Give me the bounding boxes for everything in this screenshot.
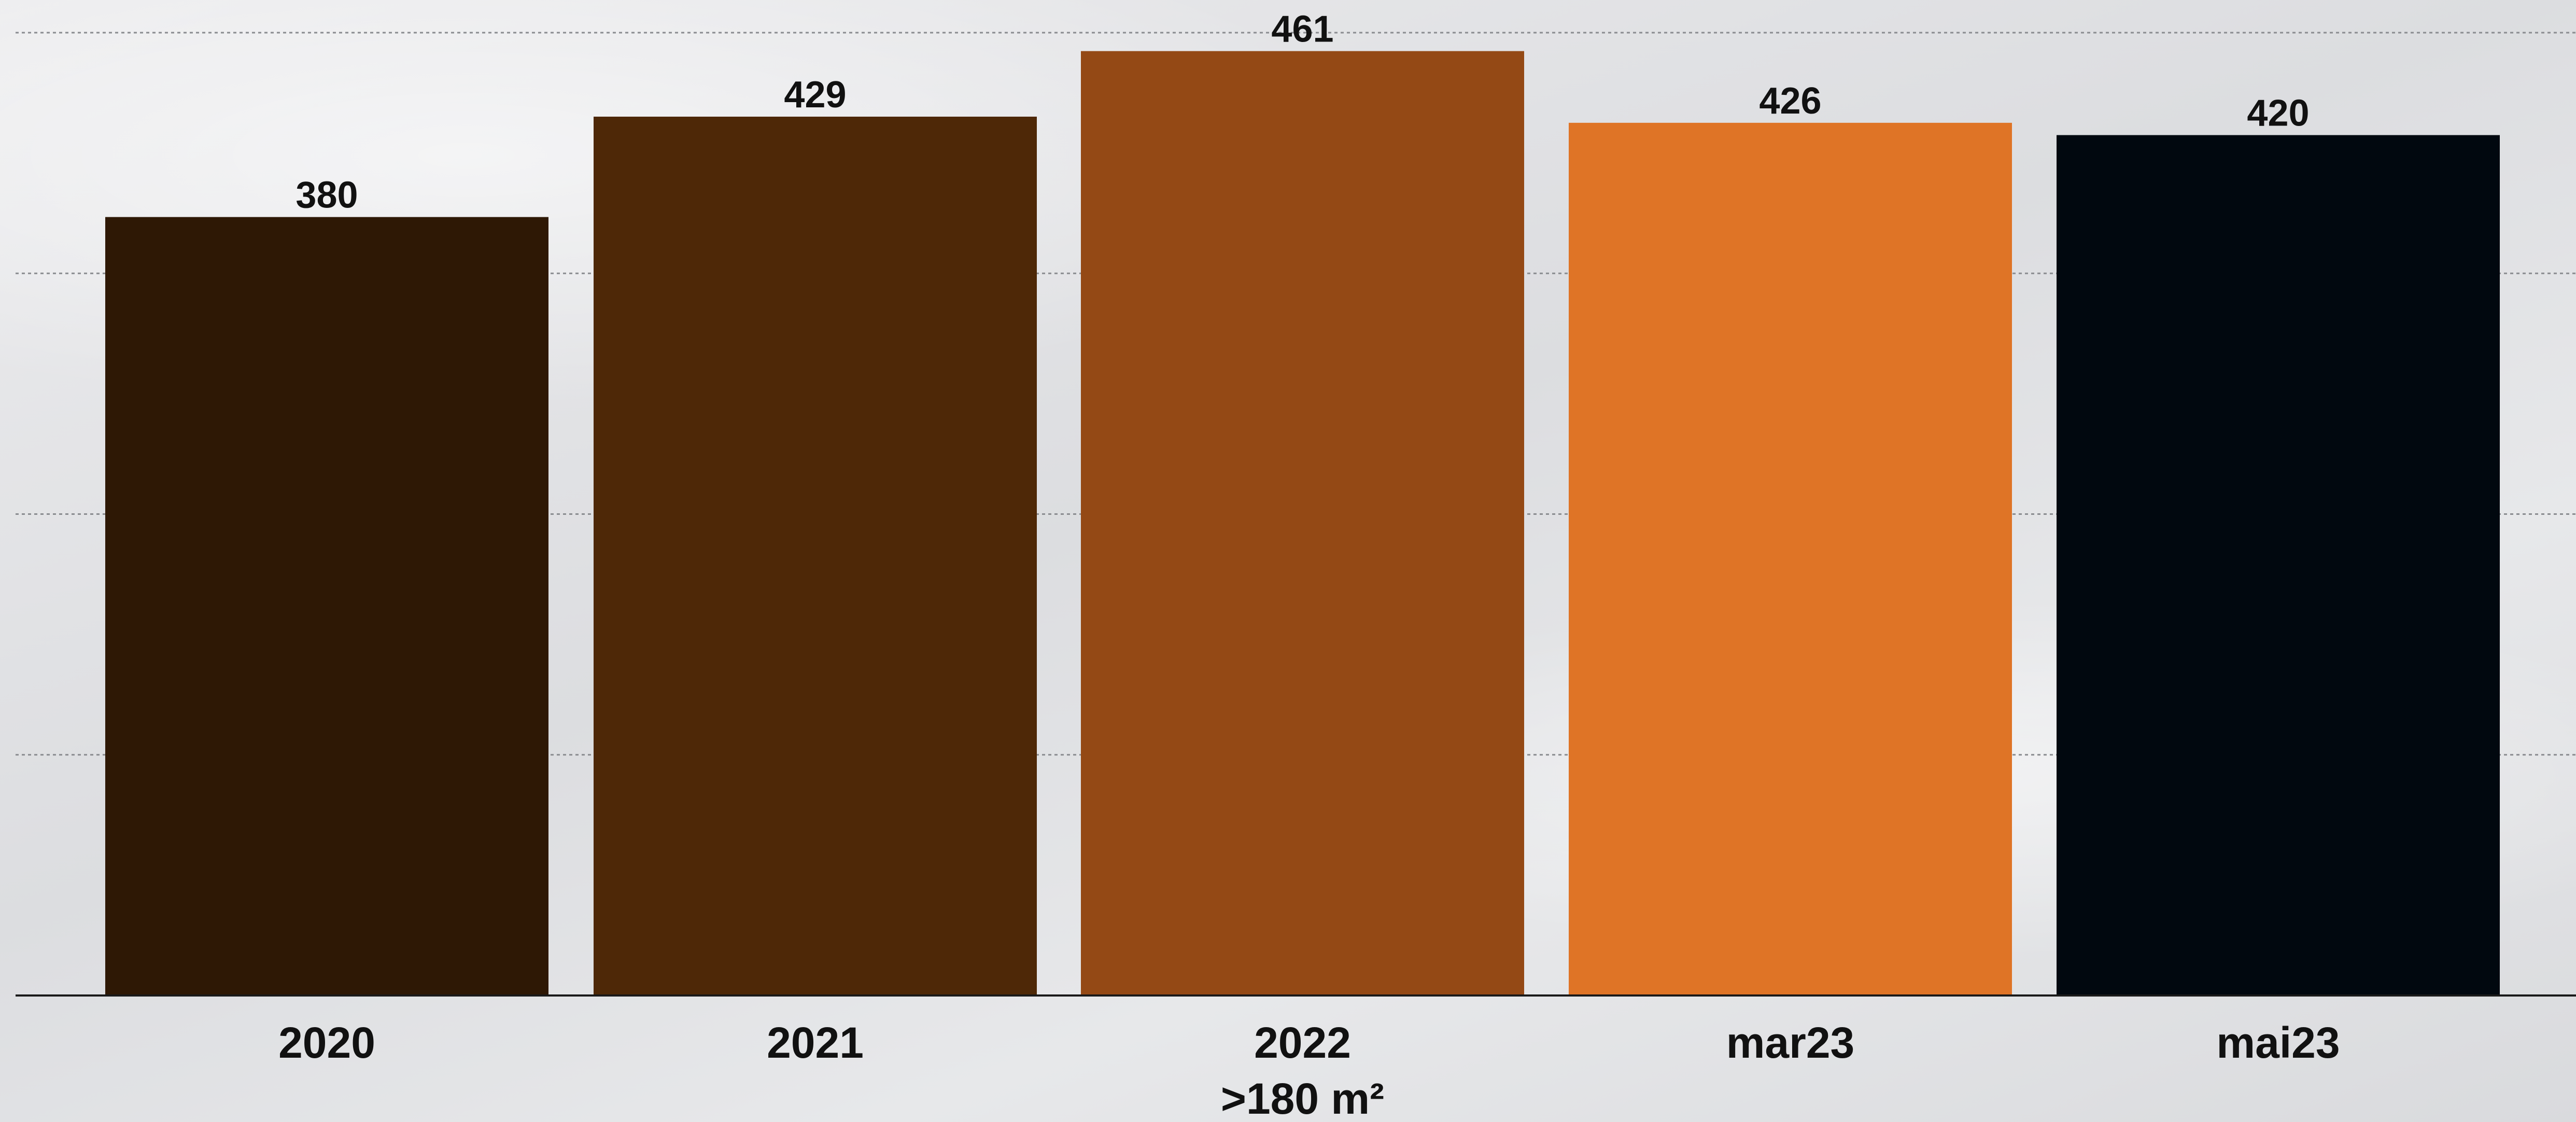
bar-2020 [105,217,548,996]
data-label-mar23: 426 [1759,80,1821,122]
bar-mar23 [1569,122,2012,995]
value-labels: 380 429 461 426 420 [295,9,2309,216]
x-tick-label-mar23: mar23 [1726,1018,1855,1067]
x-axis-title: >180 m² [1221,1074,1384,1122]
x-tick-label-mai23: mai23 [2216,1018,2340,1067]
bar-2021 [594,116,1037,995]
bar-mai23 [2057,135,2500,995]
data-label-2020: 380 [295,175,358,216]
data-label-2022: 461 [1271,9,1333,50]
x-tick-label-2021: 2021 [767,1018,864,1067]
bars [105,51,2500,996]
x-tick-label-2020: 2020 [278,1018,375,1067]
bar-2022 [1081,51,1524,996]
data-label-mai23: 420 [2247,93,2309,134]
data-label-2021: 429 [784,74,846,116]
x-tick-label-2022: 2022 [1254,1018,1351,1067]
x-axis-tick-labels: 2020 2021 2022 mar23 mai23 [278,1018,2340,1067]
